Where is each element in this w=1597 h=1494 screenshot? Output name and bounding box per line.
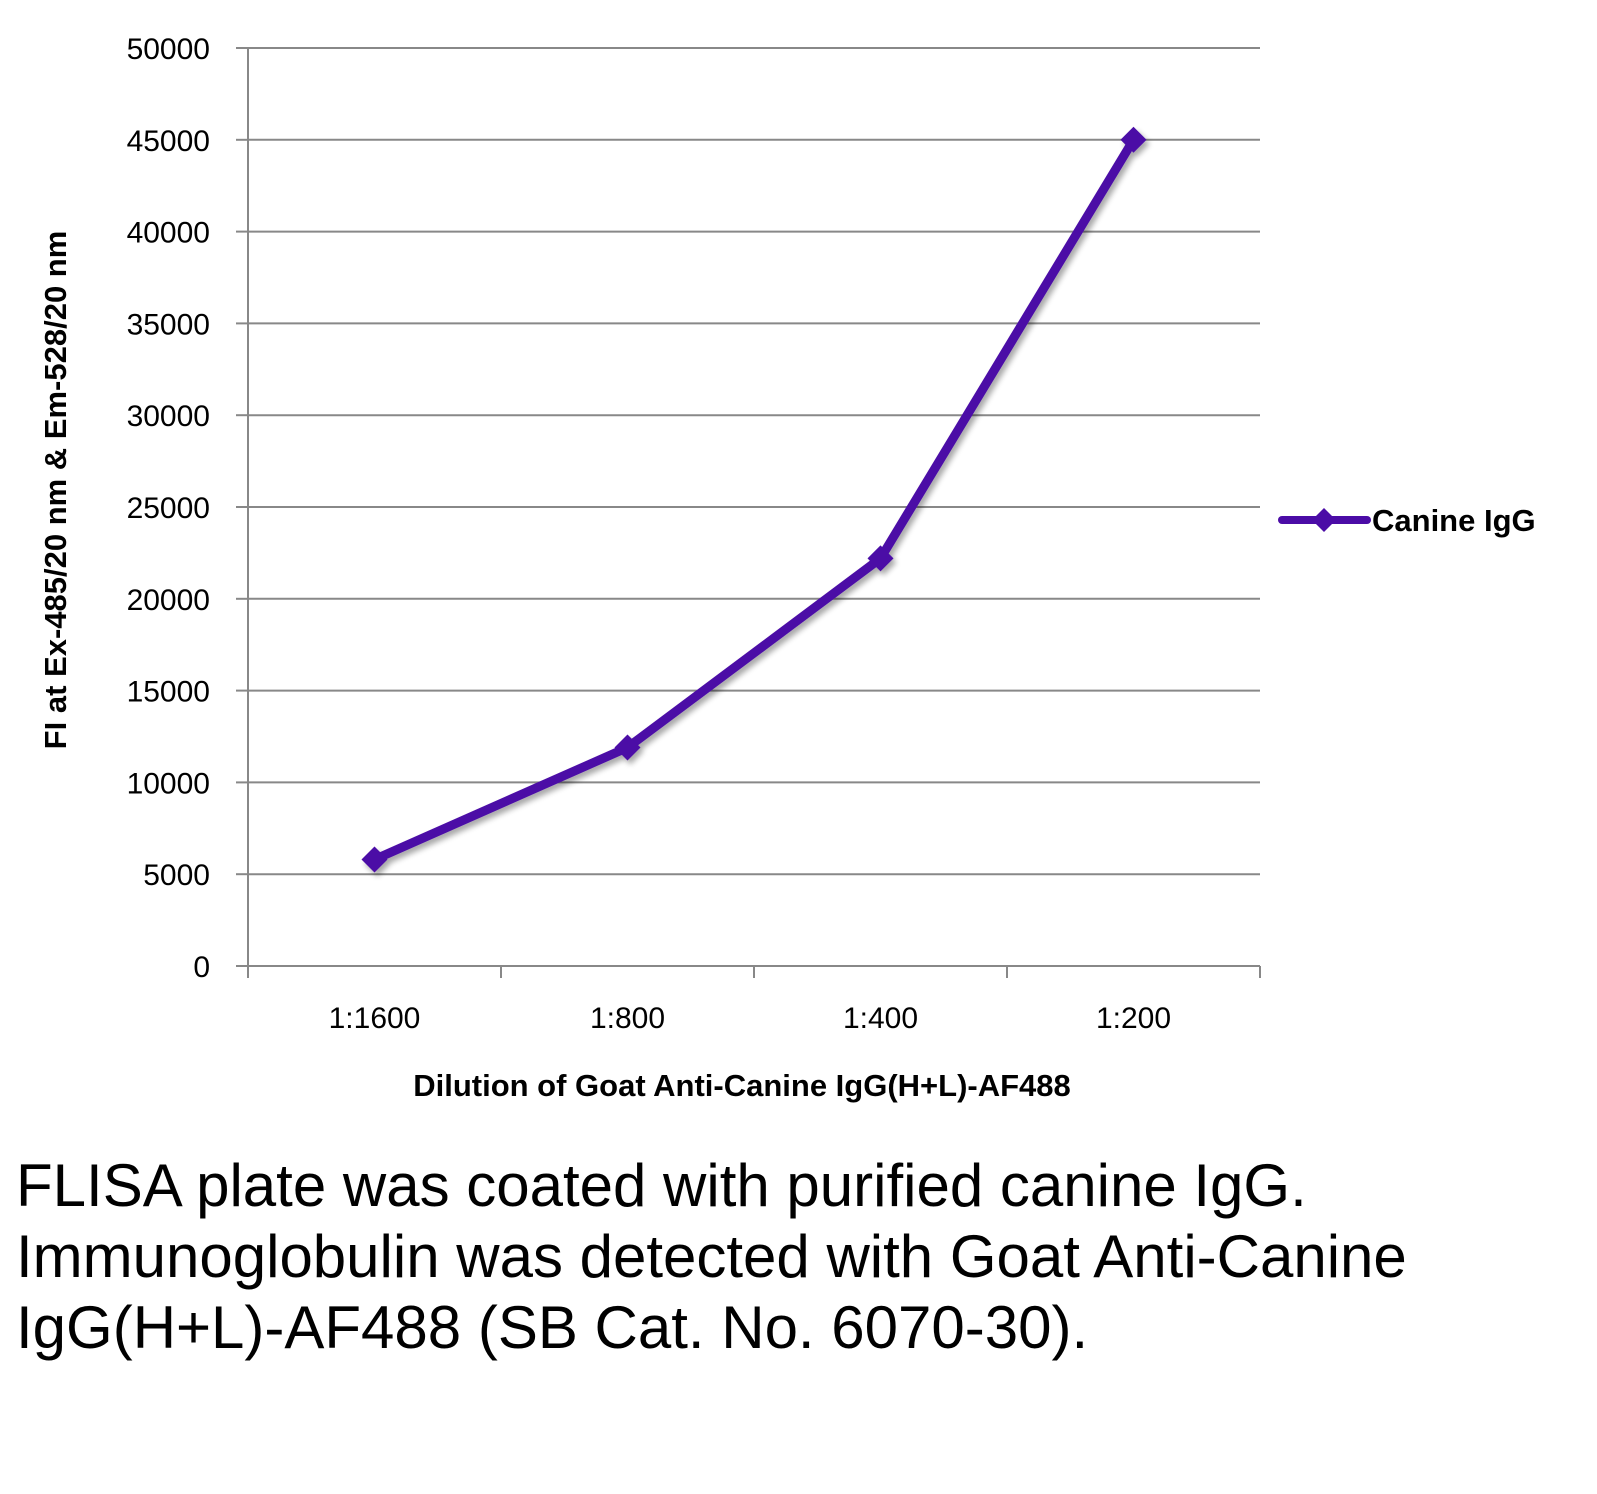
- y-tick-label: 0: [193, 951, 210, 984]
- figure-caption: FLISA plate was coated with purified can…: [16, 1152, 1407, 1361]
- y-tick-label: 5000: [143, 859, 210, 892]
- gridlines: [248, 47, 1260, 876]
- legend-label-canine-igg: Canine IgG: [1372, 503, 1536, 538]
- y-tick-label: 10000: [127, 767, 210, 800]
- y-tick-label: 15000: [127, 676, 210, 709]
- legend-marker-canine-igg: [1312, 508, 1336, 532]
- y-tick-labels: 0 5000 10000 15000 20000 25000 30000 35000 40000…: [127, 33, 210, 984]
- series-line-0: [370, 135, 1138, 865]
- y-tick-label: 35000: [127, 308, 210, 341]
- data-point: [1120, 126, 1147, 153]
- y-tick-label: 45000: [127, 125, 210, 158]
- y-axis-title: FI at Ex-485/20 nm & Em-528/20 nm: [38, 231, 73, 750]
- data-point: [361, 846, 388, 873]
- data-point: [867, 545, 894, 572]
- x-tick-labels: 1:1600 1:800 1:400 1:200: [329, 1002, 1171, 1035]
- y-tick-label: 30000: [127, 400, 210, 433]
- x-tick-label: 1:200: [1096, 1002, 1171, 1035]
- series-canine-igg: [361, 126, 1147, 873]
- x-tick-label: 1:800: [590, 1002, 665, 1035]
- line-chart: 0 5000 10000 15000 20000 25000 30000 35000 40000…: [38, 33, 1536, 1103]
- x-tick-label: 1:1600: [329, 1002, 421, 1035]
- x-axis-title: Dilution of Goat Anti-Canine IgG(H+L)-AF…: [413, 1068, 1071, 1103]
- y-tick-label: 20000: [127, 584, 210, 617]
- x-tick-label: 1:400: [843, 1002, 918, 1035]
- y-tick-label: 50000: [127, 33, 210, 66]
- y-tick-label: 25000: [127, 492, 210, 525]
- axes: [236, 47, 1261, 978]
- legend: Canine IgG: [1278, 503, 1536, 538]
- y-tick-label: 40000: [127, 217, 210, 250]
- data-point: [614, 734, 641, 761]
